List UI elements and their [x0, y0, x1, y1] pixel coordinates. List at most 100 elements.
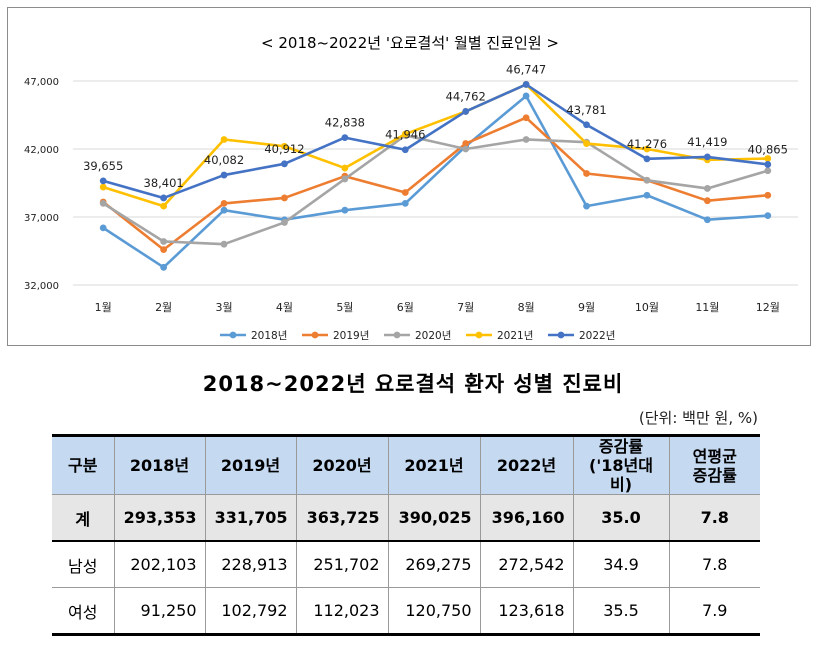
- data-point: [703, 216, 711, 224]
- series-line: [102, 94, 768, 269]
- grid-lines: [73, 80, 798, 286]
- data-point: [703, 153, 711, 161]
- legend-label: 2020년: [415, 330, 451, 342]
- y-axis-ticks: 32,000 37,000 42,000 47,000: [24, 77, 59, 292]
- table-cell: 35.0: [572, 494, 670, 542]
- data-point: [341, 134, 349, 142]
- data-point: [220, 171, 228, 179]
- data-point: [643, 176, 651, 184]
- x-tick-label: 7월: [457, 301, 474, 314]
- x-tick-label: 2월: [155, 301, 172, 314]
- data-label: 42,838: [325, 116, 365, 130]
- data-label: 40,912: [264, 142, 304, 156]
- data-point: [99, 224, 107, 232]
- column-header: 연평균 증감률: [668, 435, 760, 495]
- series-1: [99, 114, 772, 254]
- data-point: [643, 155, 651, 163]
- data-point: [703, 197, 711, 205]
- table-cell: 7.9: [668, 587, 760, 635]
- data-point: [281, 194, 288, 202]
- data-point: [401, 200, 409, 207]
- x-tick-label: 10월: [635, 301, 659, 314]
- table-row: 남성 202,103 228,913 251,702 269,275 272,542 34.…: [52, 540, 760, 588]
- data-point: [220, 200, 228, 207]
- table-cell: 남성: [52, 540, 115, 588]
- data-label: 44,762: [446, 89, 486, 103]
- legend-label: 2022년: [579, 330, 615, 342]
- data-point: [764, 161, 772, 168]
- column-header: 2021년: [387, 435, 481, 495]
- series-4: [99, 81, 772, 202]
- data-point: [764, 212, 772, 220]
- series-3: [99, 81, 772, 210]
- x-tick-label: 8월: [518, 301, 535, 314]
- data-label: 43,781: [566, 103, 606, 117]
- x-tick-label: 4월: [276, 301, 293, 314]
- data-point: [522, 81, 530, 88]
- data-point: [160, 238, 168, 245]
- table-cell: 34.9: [572, 540, 670, 588]
- series-line: [102, 83, 768, 200]
- medical-cost-table: 구분 2018년 2019년 2020년 2021년 2022년 증감률 ('18년대비) 연평…: [52, 434, 760, 636]
- data-point: [522, 136, 530, 143]
- chart-title: < 2018~2022년 '요로결석' 월별 진료인원 >: [261, 34, 559, 52]
- table-cell: 7.8: [668, 494, 760, 542]
- table-cell: 202,103: [113, 540, 206, 588]
- legend-marker: [229, 331, 237, 339]
- table-row: 여성 91,250 102,792 112,023 120,750 123,618 35.5…: [52, 587, 760, 635]
- data-point: [281, 142, 288, 150]
- data-point: [220, 240, 228, 248]
- table-header-row: 구분 2018년 2019년 2020년 2021년 2022년 증감률 ('18년대비) 연평…: [52, 435, 760, 495]
- data-point: [341, 164, 349, 172]
- table-cell: 396,160: [479, 494, 574, 542]
- data-point: [160, 246, 168, 254]
- table-cell: 251,702: [295, 540, 389, 588]
- legend-marker: [557, 331, 565, 339]
- table-cell: 120,750: [387, 587, 481, 635]
- table-cell: 331,705: [204, 494, 297, 542]
- x-tick-label: 5월: [336, 301, 353, 314]
- x-tick-label: 12월: [756, 301, 780, 314]
- table-cell: 293,353: [113, 494, 206, 542]
- data-label: 39,655: [83, 159, 123, 173]
- data-point: [764, 167, 772, 175]
- table-cell: 102,792: [204, 587, 297, 635]
- data-point: [462, 140, 470, 147]
- data-point: [401, 146, 409, 154]
- x-tick-label: 11월: [695, 301, 719, 314]
- legend-label: 2021년: [497, 330, 533, 342]
- data-point: [220, 136, 228, 143]
- data-label: 41,946: [385, 128, 425, 142]
- x-tick-label: 3월: [215, 301, 232, 314]
- data-point: [99, 177, 107, 185]
- data-point: [99, 183, 107, 191]
- data-point: [583, 140, 590, 147]
- x-axis-ticks: 1월 2월 3월 4월 5월 6월 7월 8월 9월 10월 11월 12월: [95, 301, 780, 314]
- data-point: [522, 92, 530, 100]
- data-point: [462, 108, 470, 115]
- data-label: 41,276: [627, 137, 667, 151]
- series-line: [102, 83, 768, 208]
- data-point: [341, 206, 349, 214]
- table-cell: 91,250: [113, 587, 206, 635]
- unit-note: (단위: 백만 원, %): [638, 409, 758, 427]
- table-cell: 계: [52, 494, 115, 542]
- x-tick-label: 1월: [95, 301, 112, 314]
- chart-panel: < 2018~2022년 '요로결석' 월별 진료인원 > 32,000 37,0…: [7, 7, 811, 346]
- legend-label: 2019년: [333, 330, 369, 342]
- table-cell: 363,725: [295, 494, 389, 542]
- data-point: [99, 200, 107, 207]
- legend-marker: [393, 331, 401, 339]
- table-cell: 272,542: [479, 540, 574, 588]
- legend-marker: [475, 331, 483, 339]
- legend-item: 2022년: [548, 330, 615, 342]
- table-cell: 35.5: [572, 587, 670, 635]
- data-label: 46,747: [506, 62, 546, 76]
- column-header: 2022년: [479, 435, 574, 495]
- legend-item: 2018년: [220, 330, 287, 342]
- data-point: [160, 263, 168, 271]
- y-tick-label: 37,000: [24, 213, 59, 224]
- data-point: [764, 155, 772, 162]
- data-point: [703, 185, 711, 192]
- data-label: 41,419: [687, 135, 727, 149]
